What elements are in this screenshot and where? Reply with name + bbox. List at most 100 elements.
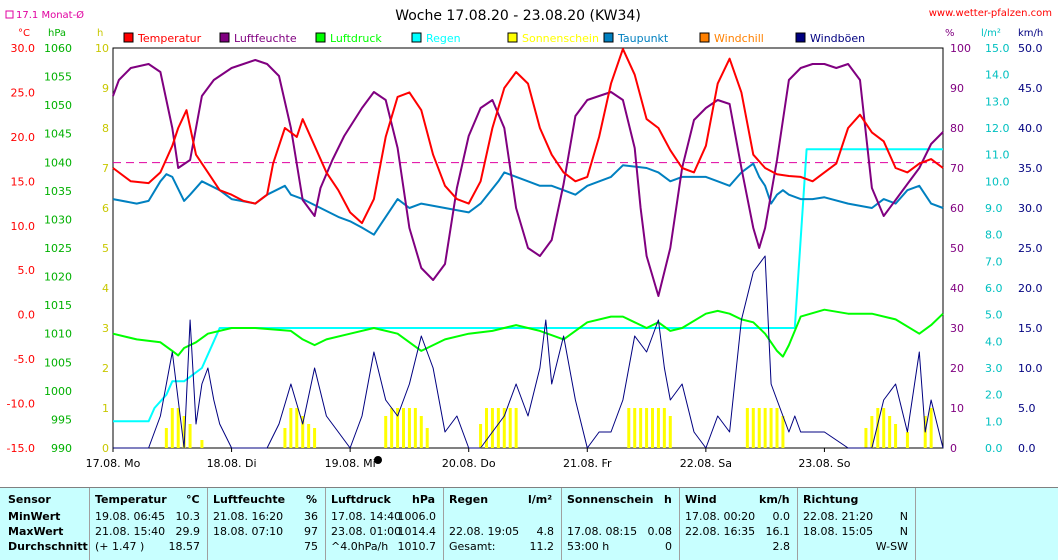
rain-tick: 11.0 xyxy=(985,149,1010,162)
stats-header-sensor: Sensor xyxy=(8,493,51,506)
stats-cell-temp-t: 21.08. 15:40 xyxy=(95,525,166,538)
stats-cell-press-t: 23.08. 01:00 xyxy=(331,525,402,538)
sunshine-bar xyxy=(775,408,779,448)
stats-cell-temp-v: 18.57 xyxy=(168,540,201,553)
stats-cell-dir-t: 22.08. 21:20 xyxy=(803,510,874,523)
stats-cell-temp-t: 19.08. 06:45 xyxy=(95,510,166,523)
sunshine-bar xyxy=(496,408,500,448)
stats-cell-press-t: ^4.0hPa/h xyxy=(331,540,389,553)
sunshine-bar xyxy=(870,416,874,448)
month-avg-marker xyxy=(5,10,14,19)
stats-cell-wind-t: 17.08. 00:20 xyxy=(685,510,756,523)
wind-tick: 40.0 xyxy=(1018,122,1043,135)
legend: Temperatur Luftfeuchte Luftdruck Regen Sonne… xyxy=(123,32,865,45)
stats-cell-sun-v: 0 xyxy=(665,540,672,553)
humidity-tick: 30 xyxy=(950,322,964,335)
series-line-luftfeuchte xyxy=(112,59,944,297)
stats-cell-sun-v: 0.08 xyxy=(647,525,673,538)
wind-tick: 45.0 xyxy=(1018,82,1043,95)
rain-tick: 9.0 xyxy=(985,202,1003,215)
humidity-tick: 100 xyxy=(950,42,971,55)
sunshine-bar xyxy=(419,416,423,448)
temp-tick: -5.0 xyxy=(14,353,35,366)
sunshine-bar xyxy=(651,408,654,448)
humidity-tick: 70 xyxy=(950,162,964,175)
sunshine-bar xyxy=(188,424,192,448)
x-tick-label: 19.08. Mi xyxy=(325,457,376,470)
pressure-tick: 1030 xyxy=(44,213,72,226)
temp-tick: 15.0 xyxy=(11,175,36,188)
wind-tick: 0.0 xyxy=(1018,442,1036,455)
stats-cell-sun-t: 53:00 h xyxy=(567,540,610,553)
wind-tick: 20.0 xyxy=(1018,282,1043,295)
sunshine-bar xyxy=(662,408,666,448)
stats-cell-press-v: 1006.0 xyxy=(397,510,437,523)
legend-swatch xyxy=(123,32,134,43)
stats-header-rain: Regen xyxy=(449,493,489,506)
stats-row-label: Durchschnitt xyxy=(8,540,88,553)
x-tick-label: 18.08. Di xyxy=(207,457,257,470)
stats-header-humidity: Luftfeuchte xyxy=(213,493,286,506)
stats-cell-rain-t: 22.08. 19:05 xyxy=(449,525,520,538)
sunshine-bar xyxy=(633,408,637,448)
legend-swatch xyxy=(411,32,422,43)
pressure-tick: 1025 xyxy=(44,242,72,255)
sun-tick: 9 xyxy=(102,82,109,95)
sunshine-bar xyxy=(289,408,293,448)
sunshine-bar xyxy=(479,424,483,448)
unit-pressure: hPa xyxy=(48,28,66,39)
stats-cell-press-t: 17.08. 14:40 xyxy=(331,510,402,523)
rain-tick: 1.0 xyxy=(985,415,1003,428)
legend-label: Windchill xyxy=(714,32,764,45)
x-axis-labels: 17.08. Mo 18.08. Di 19.08. Mi 20.08. Do 21.0… xyxy=(86,448,851,470)
stats-divider xyxy=(679,488,680,560)
pressure-tick: 1020 xyxy=(44,271,72,284)
series-lines xyxy=(112,47,944,449)
sunshine-bar xyxy=(490,408,494,448)
unit-temp: °C xyxy=(18,28,30,39)
month-avg-label: 17.1 Monat-Ø xyxy=(16,9,84,21)
wind-tick: 10.0 xyxy=(1018,362,1043,375)
sunshine-bar xyxy=(656,408,660,448)
pressure-tick: 1050 xyxy=(44,99,72,112)
sunshine-bar xyxy=(182,416,186,448)
sunshine-bar xyxy=(876,408,880,448)
legend-swatch xyxy=(699,32,710,43)
stats-divider xyxy=(797,488,798,560)
sunshine-bar xyxy=(508,408,512,448)
sunshine-bar xyxy=(307,424,311,448)
humidity-tick: 40 xyxy=(950,282,964,295)
stats-cell-hum-v: 36 xyxy=(304,510,318,523)
legend-label: Temperatur xyxy=(137,32,202,45)
pressure-tick: 1005 xyxy=(44,356,72,369)
rain-tick: 0.0 xyxy=(985,442,1003,455)
sunshine-bar xyxy=(905,432,909,448)
humidity-tick: 80 xyxy=(950,122,964,135)
wind-tick: 50.0 xyxy=(1018,42,1043,55)
rain-tick: 6.0 xyxy=(985,282,1003,295)
wind-tick: 5.0 xyxy=(1018,402,1036,415)
sunshine-bar xyxy=(745,408,749,448)
pressure-tick: 1060 xyxy=(44,42,72,55)
rain-tick: 3.0 xyxy=(985,362,1003,375)
sunshine-bar xyxy=(514,408,518,448)
sunshine-bar xyxy=(170,408,174,448)
sunshine-bar xyxy=(283,428,287,448)
stats-cell-dir-v: W-SW xyxy=(875,540,908,553)
unit-wind: km/h xyxy=(1018,28,1043,39)
stats-header-wind-unit: km/h xyxy=(759,493,790,506)
unit-rain: l/m² xyxy=(981,28,1001,39)
x-tick-label: 22.08. Sa xyxy=(680,457,732,470)
legend-label: Regen xyxy=(426,32,461,45)
x-tick-label: 21.08. Fr xyxy=(563,457,612,470)
sun-tick: 0 xyxy=(102,442,109,455)
series-line-luftdruck xyxy=(112,308,944,358)
sunshine-bar xyxy=(769,408,773,448)
sunshine-bar xyxy=(425,428,429,448)
stats-header-sun-unit: h xyxy=(664,493,672,506)
sunshine-bar xyxy=(639,408,643,448)
rain-tick: 8.0 xyxy=(985,229,1003,242)
stats-cell-hum-t: 21.08. 16:20 xyxy=(213,510,284,523)
stats-cell-rain-v: 4.8 xyxy=(536,525,555,538)
sunshine-bar xyxy=(763,408,767,448)
